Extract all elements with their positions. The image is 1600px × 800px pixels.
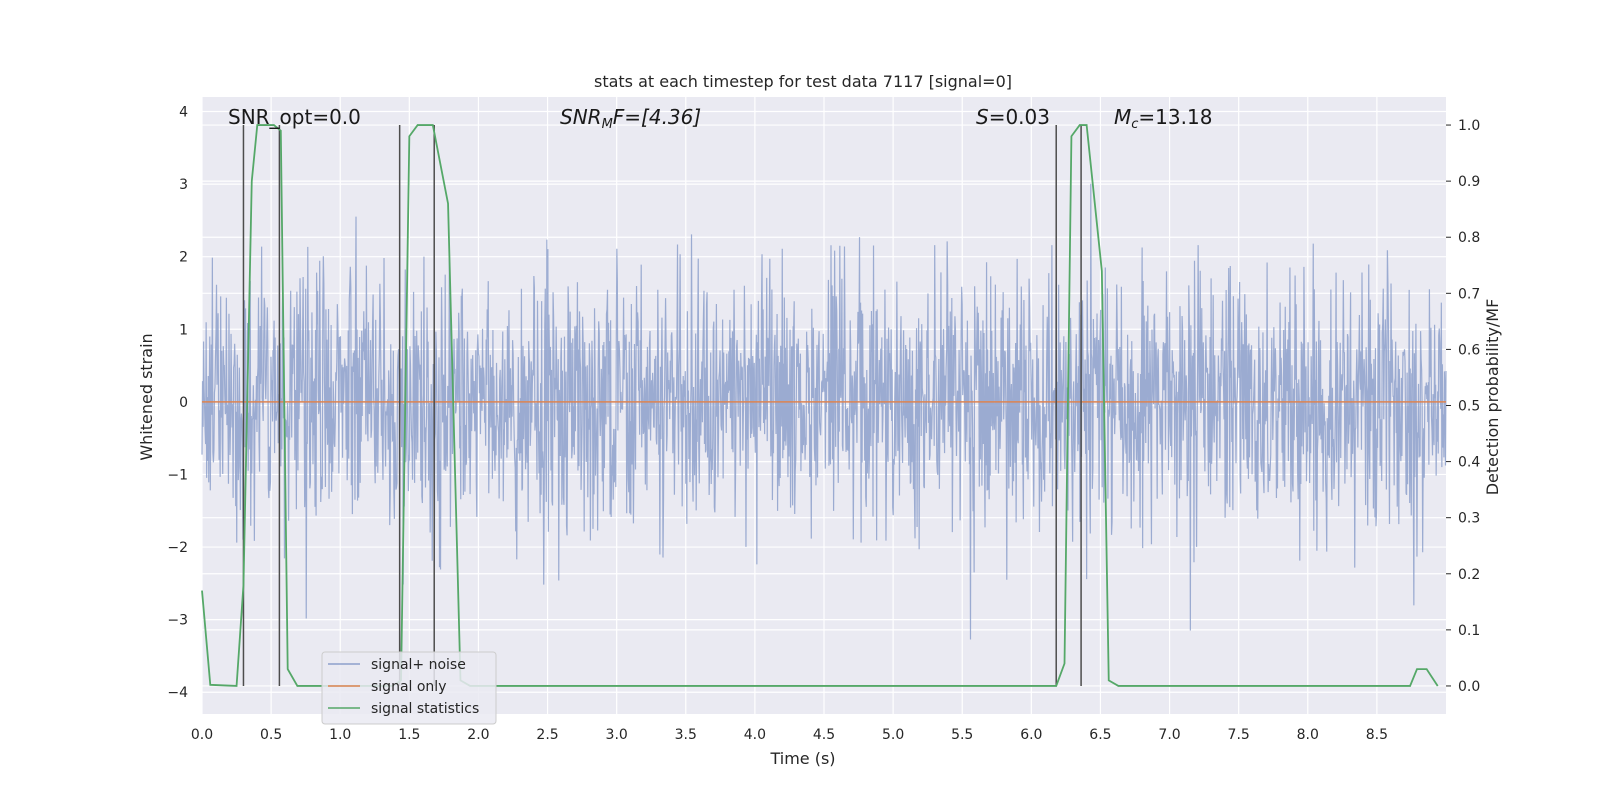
y-tick-label-left: −1: [167, 467, 188, 483]
chart-title: stats at each timestep for test data 711…: [594, 72, 1012, 91]
x-tick-label: 1.5: [398, 727, 420, 743]
x-tick-label: 3.5: [675, 727, 697, 743]
ticks: 0.0 0.5 1.0 1.5 2.0 2.5 3.0 3.5 4.0 4.5 5.0 5.5 6.0 6…: [167, 105, 1480, 743]
x-tick-label: 8.5: [1366, 727, 1388, 743]
annotation-snr-mf-sub: M: [602, 117, 613, 132]
legend-label-signal-statistics: signal statistics: [371, 701, 479, 717]
annotation-mc-rest: =13.18: [1138, 105, 1212, 129]
x-tick-label: 8.0: [1297, 727, 1319, 743]
y-tick-label-right: 0.4: [1458, 455, 1480, 471]
x-tick-label: 7.5: [1228, 727, 1250, 743]
line-signal-statistics: [201, 124, 1439, 687]
y-tick-label-left: 3: [179, 177, 188, 193]
y-tick-label-right: 0.0: [1458, 679, 1480, 695]
y-tick-label-right: 0.2: [1458, 567, 1480, 583]
line-signal-noise: [201, 183, 1447, 640]
x-tick-label: 6.5: [1089, 727, 1111, 743]
y-tick-label-left: −3: [167, 613, 188, 629]
x-tick-label: 5.0: [882, 727, 904, 743]
x-tick-label: 6.0: [1020, 727, 1042, 743]
y-tick-label-left: 4: [179, 105, 188, 121]
annotation-mc: Mc=13.18: [1114, 105, 1212, 132]
y-tick-label-right: 0.3: [1458, 511, 1480, 527]
y-tick-label-left: 0: [179, 395, 188, 411]
x-tick-label: 7.0: [1158, 727, 1180, 743]
y-tick-label-left: 1: [179, 322, 188, 338]
x-tick-label: 0.5: [260, 727, 282, 743]
x-tick-label: 2.0: [467, 727, 489, 743]
y-tick-label-left: −4: [167, 685, 188, 701]
annotation-snr-mf: SNRMF=[4.36]: [560, 105, 701, 132]
x-tick-label: 3.0: [606, 727, 628, 743]
legend-box: [321, 651, 497, 725]
annotation-snr-opt: SNR_opt=0.0: [228, 105, 361, 129]
annotation-snr-mf-rest: F=[4.36]: [613, 105, 701, 129]
x-axis-label: Time (s): [769, 749, 835, 768]
series-signal-noise: [201, 183, 1447, 640]
legend-label-signal-only: signal only: [371, 679, 446, 695]
annotation-snr-mf-main: SNR: [560, 105, 602, 129]
legend-label-signal-noise: signal+ noise: [371, 657, 466, 673]
annotation-mc-var: M: [1114, 105, 1131, 129]
y-tick-label-right: 0.8: [1458, 230, 1480, 246]
grid: [201, 97, 1446, 714]
annotation-s-rest: =0.03: [989, 105, 1050, 129]
x-tick-label: 5.5: [951, 727, 973, 743]
y-tick-label-right: 0.1: [1458, 623, 1480, 639]
x-tick-label: 1.0: [329, 727, 351, 743]
y-tick-label-right: 1.0: [1458, 118, 1480, 134]
annotation-s: S=0.03: [976, 105, 1050, 129]
x-tick-label: 4.0: [744, 727, 766, 743]
y-tick-label-right: 0.5: [1458, 399, 1480, 415]
x-tick-label: 2.5: [536, 727, 558, 743]
x-tick-label: 0.0: [191, 727, 213, 743]
y-tick-label-right: 0.7: [1458, 286, 1480, 302]
y-tick-label-right: 0.6: [1458, 342, 1480, 358]
y-tick-label-right: 0.9: [1458, 174, 1480, 190]
y-tick-label-left: 2: [179, 250, 188, 266]
legend: signal+ noise signal only signal statist…: [321, 651, 497, 725]
y-axis-label-right: Detection probability/MF: [1483, 299, 1502, 496]
y-tick-label-left: −2: [167, 540, 188, 556]
annotation-mc-sub: c: [1131, 117, 1138, 132]
series-signal-statistics: [201, 124, 1439, 687]
x-tick-label: 4.5: [813, 727, 835, 743]
y-axis-label-left: Whitened strain: [137, 333, 156, 460]
vlines: [242, 125, 1082, 686]
annotation-s-var: S: [976, 105, 989, 129]
